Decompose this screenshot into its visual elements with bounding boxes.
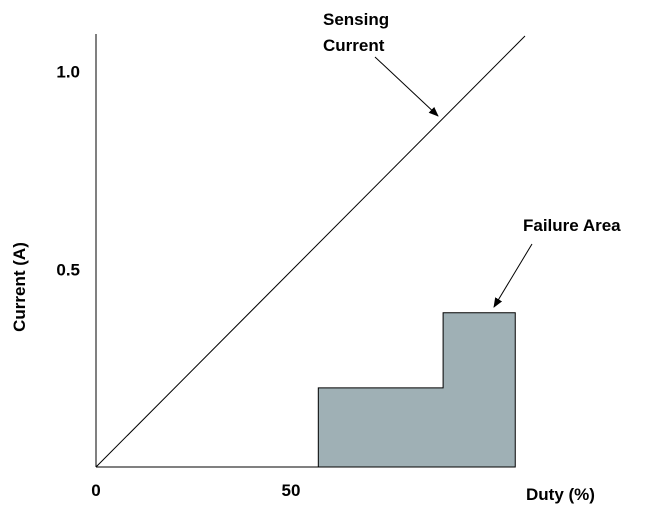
failure-area xyxy=(317,312,516,468)
series-line-sensing-current xyxy=(95,35,526,468)
sensing-current-label-line2: Current xyxy=(323,36,385,55)
x-axis-title: Duty (%) xyxy=(526,485,595,504)
failure-area-layer xyxy=(317,312,516,468)
failure-area-arrow xyxy=(493,243,533,308)
series-layer xyxy=(95,35,526,468)
x-tick-label: 50 xyxy=(282,481,301,500)
y-axis-title: Current (A) xyxy=(10,242,29,332)
x-tick-label: 0 xyxy=(91,481,100,500)
y-tick-label: 1.0 xyxy=(56,63,80,82)
sensing-current-label-line1: Sensing xyxy=(323,10,389,29)
failure-area-label: Failure Area xyxy=(523,216,621,235)
y-tick-label: 0.5 xyxy=(56,260,80,279)
sensing-current-arrow xyxy=(374,56,439,117)
tick-label-layer: 0 50 0.5 1.0 xyxy=(56,63,300,500)
